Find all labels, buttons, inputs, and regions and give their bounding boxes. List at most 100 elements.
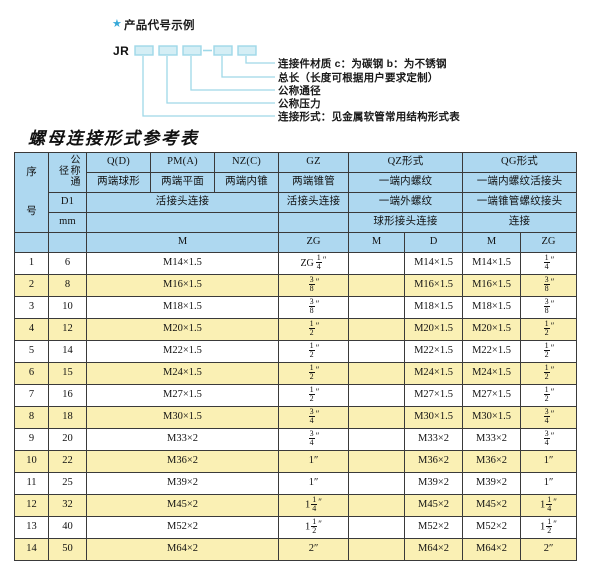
cell-qz-d: M14×1.5 <box>403 252 464 275</box>
cell-qg-m: M24×1.5 <box>462 362 522 385</box>
header-index-bottom: 号 <box>26 206 37 218</box>
leader-line-material <box>245 56 275 64</box>
header-units-blank-bore <box>48 232 87 253</box>
table-row: 9 20 M33×2 3 4 ″ M33×2 M33×2 3 4 ″ <box>14 428 578 451</box>
cell-gz-size: 2″ <box>278 538 349 561</box>
cell-nominal-bore: 40 <box>48 516 87 539</box>
header-end-qd: 两端球形 <box>86 172 151 193</box>
cell-index: 4 <box>14 318 49 341</box>
table-row: 3 10 M18×1.5 3 8 ″ M18×1.5 M18×1.5 3 8 ″ <box>14 296 578 319</box>
cell-qg-m: M22×1.5 <box>462 340 522 363</box>
header-unit-qg-m: M <box>462 232 522 253</box>
cell-gz-size: 1 1 4 ″ <box>278 494 349 517</box>
cell-qz-d: M18×1.5 <box>403 296 464 319</box>
header-code-qg: QG形式 <box>462 152 578 173</box>
cell-qz-d: M45×2 <box>403 494 464 517</box>
cell-index: 2 <box>14 274 49 297</box>
header-d1-gz <box>278 212 349 233</box>
cell-qg-zg: 3 4 ″ <box>520 428 578 451</box>
header-connect-gz: 活接头连接 <box>278 192 349 213</box>
code-box-5 <box>237 45 257 56</box>
cell-index: 11 <box>14 472 49 495</box>
table-row: 5 14 M22×1.5 1 2 ″ M22×1.5 M22×1.5 1 2 ″ <box>14 340 578 363</box>
header-units-blank-index <box>14 232 49 253</box>
cell-qg-zg: 1 1 2 ″ <box>520 516 578 539</box>
cell-index: 6 <box>14 362 49 385</box>
cell-nominal-bore: 16 <box>48 384 87 407</box>
code-box-2 <box>158 45 178 56</box>
cell-qz-d: M33×2 <box>403 428 464 451</box>
cell-qg-m: M18×1.5 <box>462 296 522 319</box>
cell-index: 3 <box>14 296 49 319</box>
leader-line-pressure <box>166 56 275 104</box>
star-icon: ★ <box>112 18 122 30</box>
cell-qz-m <box>348 252 405 275</box>
cell-qz-d: M22×1.5 <box>403 340 464 363</box>
leader-line-length <box>221 56 275 78</box>
cell-index: 12 <box>14 494 49 517</box>
cell-gz-size: 3 8 ″ <box>278 296 349 319</box>
cell-qz-m <box>348 516 405 539</box>
header-d1-qpmnz <box>86 212 279 233</box>
header-code-qz: QZ形式 <box>347 152 464 173</box>
header-row-ends: 两端球形 两端平面 两端内锥 两端锥管 一端内螺纹 一端内螺纹活接头 <box>15 172 578 193</box>
cell-qz-m <box>348 318 405 341</box>
code-prefix-jr: JR <box>113 44 130 58</box>
product-code-diagram: ★ 产品代号示例 JR 连接件材质 c：为碳钢 b：为不锈钢 总长（长度可根据用… <box>0 0 600 128</box>
cell-nominal-bore: 50 <box>48 538 87 561</box>
nut-connection-spec-table: 序 号 公称通径 Q(D) PM(A) NZ(C) GZ QZ形式 QG形式 两… <box>14 152 578 561</box>
cell-qg-m: M52×2 <box>462 516 522 539</box>
cell-gz-size: 1″ <box>278 472 349 495</box>
cell-qg-m: M45×2 <box>462 494 522 517</box>
cell-thread-m: M39×2 <box>86 472 279 495</box>
cell-qg-m: M39×2 <box>462 472 522 495</box>
header-nominal-bore: 公称通径 <box>48 152 87 193</box>
cell-qg-zg: 3 8 ″ <box>520 274 578 297</box>
header-end-gz: 两端锥管 <box>278 172 349 193</box>
header-connect-qg: 一端锥管螺纹接头 <box>462 192 578 213</box>
cell-thread-m: M18×1.5 <box>86 296 279 319</box>
cell-qg-m: M64×2 <box>462 538 522 561</box>
cell-index: 10 <box>14 450 49 473</box>
cell-qg-m: M33×2 <box>462 428 522 451</box>
cell-gz-size: 3 4 ″ <box>278 428 349 451</box>
cell-qg-zg: 1 4 ″ <box>520 252 578 275</box>
table-row: 12 32 M45×2 1 1 4 ″ M45×2 M45×2 1 1 4 ″ <box>14 494 578 517</box>
table-row: 6 15 M24×1.5 1 2 ″ M24×1.5 M24×1.5 1 2 ″ <box>14 362 578 385</box>
cell-qg-zg: 1″ <box>520 450 578 473</box>
cell-index: 8 <box>14 406 49 429</box>
header-unit-m-span: M <box>86 232 279 253</box>
table-row: 11 25 M39×2 1″ M39×2 M39×2 1″ <box>14 472 578 495</box>
label-connector-material: 连接件材质 c：为碳钢 b：为不锈钢 <box>278 58 447 70</box>
cell-thread-m: M64×2 <box>86 538 279 561</box>
cell-nominal-bore: 32 <box>48 494 87 517</box>
cell-thread-m: M33×2 <box>86 428 279 451</box>
header-code-gz: GZ <box>278 152 349 173</box>
cell-thread-m: M16×1.5 <box>86 274 279 297</box>
header-unit-mm: mm <box>48 212 87 233</box>
spec-table-container: 序 号 公称通径 Q(D) PM(A) NZ(C) GZ QZ形式 QG形式 两… <box>14 152 578 561</box>
cell-gz-size: 1 2 ″ <box>278 318 349 341</box>
cell-qz-d: M52×2 <box>403 516 464 539</box>
cell-qz-m <box>348 340 405 363</box>
cell-index: 9 <box>14 428 49 451</box>
cell-gz-size: ZG 1 4 ″ <box>278 252 349 275</box>
cell-index: 14 <box>14 538 49 561</box>
table-row: 10 22 M36×2 1″ M36×2 M36×2 1″ <box>14 450 578 473</box>
cell-thread-m: M30×1.5 <box>86 406 279 429</box>
cell-qg-zg: 2″ <box>520 538 578 561</box>
cell-qz-d: M16×1.5 <box>403 274 464 297</box>
code-box-3 <box>182 45 202 56</box>
cell-gz-size: 1 2 ″ <box>278 362 349 385</box>
header-connect-qpmnz: 活接头连接 <box>86 192 279 213</box>
cell-qg-zg: 1 2 ″ <box>520 340 578 363</box>
cell-qg-zg: 3 8 ″ <box>520 296 578 319</box>
spec-table-body: 1 6 M14×1.5 ZG 1 4 ″ M14×1.5 M14×1.5 1 4 ″ 2 8 M16×1.5… <box>14 252 578 561</box>
header-end-pma: 两端平面 <box>150 172 215 193</box>
header-nominal-bore-label: 公称通径 <box>56 153 80 187</box>
header-connect-qz: 一端外螺纹 <box>347 192 464 213</box>
table-row: 2 8 M16×1.5 3 8 ″ M16×1.5 M16×1.5 3 8 ″ <box>14 274 578 297</box>
cell-qz-m <box>348 494 405 517</box>
cell-qz-m <box>348 296 405 319</box>
cell-gz-size: 3 4 ″ <box>278 406 349 429</box>
